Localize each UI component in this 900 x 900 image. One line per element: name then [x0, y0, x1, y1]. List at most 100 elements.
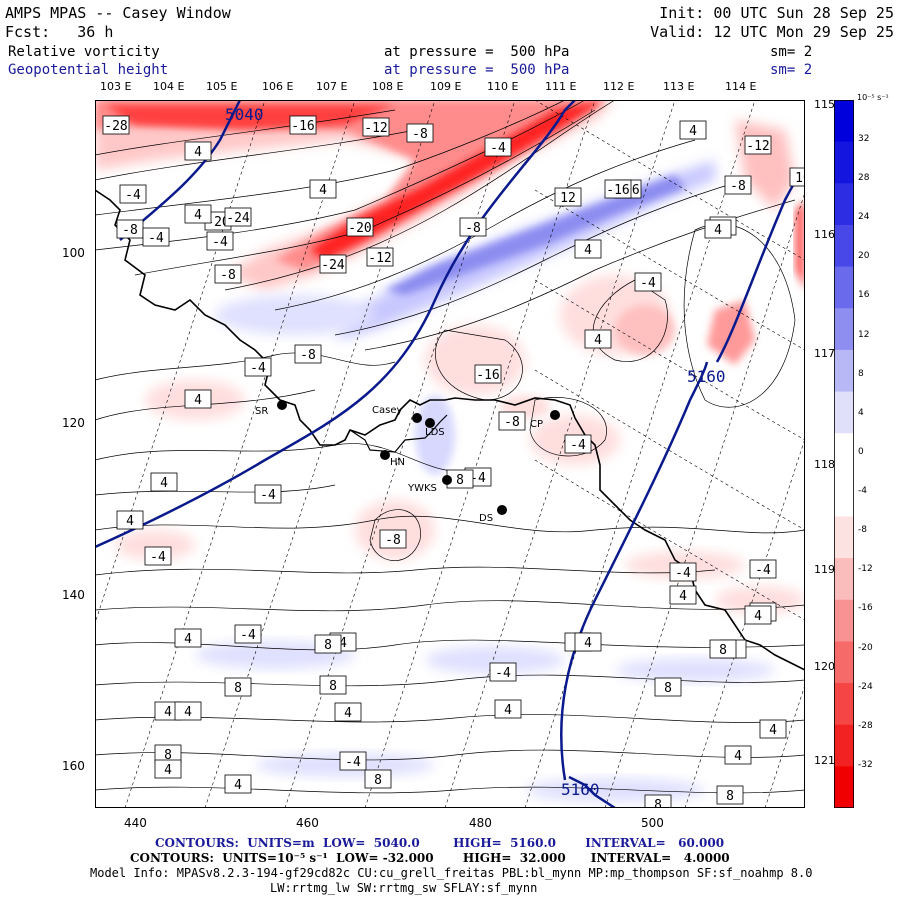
colorbar-cell — [834, 141, 854, 184]
contour-label-text: 4 — [769, 723, 777, 738]
station-marker[interactable] — [497, 505, 507, 515]
station-sr[interactable]: SR — [255, 400, 287, 417]
colorbar-cell — [834, 724, 854, 767]
contour-label: 4 — [494, 699, 522, 719]
contour-label-box — [574, 239, 602, 259]
contour-label-box — [494, 699, 522, 719]
contour-label-box — [554, 187, 582, 207]
forecast-hour: Fcst: 36 h — [5, 23, 114, 41]
contour-label-text: -8 — [412, 127, 428, 142]
footer-height-contours: CONTOURS: UNITS=m LOW= 5040.0 HIGH= 5160… — [155, 836, 725, 850]
vort-contour — [224, 100, 616, 291]
station-cp[interactable]: CP — [530, 410, 560, 430]
contour-label-text: -4 — [125, 188, 141, 203]
height-5160-a — [560, 361, 709, 781]
station-marker[interactable] — [550, 410, 560, 420]
contour-label: 4 — [150, 472, 178, 492]
station-lds[interactable]: LDS — [425, 418, 445, 438]
contour-label: -4 — [339, 751, 367, 771]
colorbar — [834, 100, 854, 808]
station-ds[interactable]: DS — [479, 505, 507, 524]
station-marker[interactable] — [442, 475, 452, 485]
graticule-line — [684, 437, 805, 808]
colorbar-cell — [834, 349, 854, 393]
neg-region-mid — [95, 100, 605, 270]
contour-label: 4 — [184, 389, 212, 409]
contour-label: 4 — [574, 632, 602, 652]
height-5040-b — [95, 100, 576, 549]
footer-vorticity-contours: CONTOURS: UNITS=10⁻⁵ s⁻¹ LOW= -32.000 HI… — [130, 851, 730, 865]
contour-label-text: 12 — [560, 191, 576, 206]
contour-label-box — [294, 344, 322, 364]
colorbar-cell — [834, 224, 854, 268]
station-marker[interactable] — [277, 400, 287, 410]
contour-label-text: -4 — [260, 488, 276, 503]
station-marker[interactable] — [412, 413, 422, 423]
contour-label: 4 — [724, 745, 752, 765]
top-lon-label: 110 E — [487, 80, 519, 93]
contour-label-box — [174, 701, 202, 721]
colorbar-cell — [834, 641, 854, 684]
contour-label-text: 8 — [164, 748, 172, 763]
contour-label-text: 4 — [126, 514, 134, 529]
neg-blob — [115, 530, 195, 560]
contour-label-text: -28 — [104, 119, 127, 134]
contour-label-box — [704, 219, 732, 239]
station-casey[interactable]: Casey — [372, 405, 422, 423]
station-ywks[interactable]: YWKS — [407, 475, 452, 494]
contour-label: -16 — [604, 179, 632, 199]
contour-label: 4 — [174, 701, 202, 721]
colorbar-cell — [834, 516, 854, 559]
colorbar-cell — [834, 308, 854, 351]
contour-label-text: -16 — [606, 183, 629, 198]
colorbar-tick-label: -8 — [858, 525, 867, 536]
contour-label: 8 — [654, 677, 682, 697]
neg-region-edge — [795, 200, 805, 290]
station-label: YWKS — [407, 483, 437, 494]
contour-label-box — [724, 745, 752, 765]
contour-label-box — [102, 115, 130, 135]
contour-label-text: 4 — [344, 706, 352, 721]
station-marker[interactable] — [380, 450, 390, 460]
contour-label-text: 4 — [584, 243, 592, 258]
contour-label: 4 — [584, 329, 612, 349]
contour-label-box — [224, 677, 252, 697]
pos-blob — [215, 295, 375, 335]
graticule-line — [364, 100, 596, 808]
vort-contour — [95, 786, 805, 794]
station-marker[interactable] — [425, 418, 435, 428]
contour-label-text: -4 — [212, 235, 228, 250]
contour-label: 4 — [574, 239, 602, 259]
contour-label-box — [244, 357, 272, 377]
contour-label-text: 4 — [194, 393, 202, 408]
colorbar-tick-label: 32 — [858, 134, 870, 144]
station-label: Casey — [372, 405, 402, 416]
top-lon-label: 111 E — [545, 80, 577, 93]
contour-label-box — [379, 529, 407, 549]
colorbar-tick-label: 0 — [858, 446, 864, 457]
contour-label: -16 — [289, 115, 317, 135]
station-hn[interactable]: HN — [380, 450, 405, 468]
colorbar-tick-label: 4 — [858, 407, 864, 418]
colorbar-cell — [834, 683, 854, 726]
top-lon-label: 105 E — [206, 80, 238, 93]
vort-contour — [95, 100, 586, 251]
vort-contour — [95, 749, 805, 761]
pos-blob — [615, 658, 775, 682]
contour-label-text: 8 — [664, 681, 672, 696]
contour-label-text: 4 — [160, 476, 168, 491]
contour-label: 4 — [704, 219, 732, 239]
contour-label: -20 — [346, 217, 374, 237]
contour-label-box — [574, 632, 602, 652]
contour-label-box — [144, 546, 172, 566]
contour-label: 8 — [364, 769, 392, 789]
vort-contour — [683, 223, 796, 408]
contour-label-text: 8 — [324, 638, 332, 653]
colorbar-tick-label: -32 — [858, 759, 873, 770]
contour-label: 4 — [669, 585, 697, 605]
contour-label: -4 — [489, 662, 517, 682]
contour-label-boxes: -28-20-24-16-12-8-44-8-12-4-84-4-164-84-… — [102, 115, 805, 808]
top-lon-label: 113 E — [663, 80, 695, 93]
contour-label-text: -8 — [730, 179, 746, 194]
contour-label-text: -12 — [368, 251, 391, 266]
